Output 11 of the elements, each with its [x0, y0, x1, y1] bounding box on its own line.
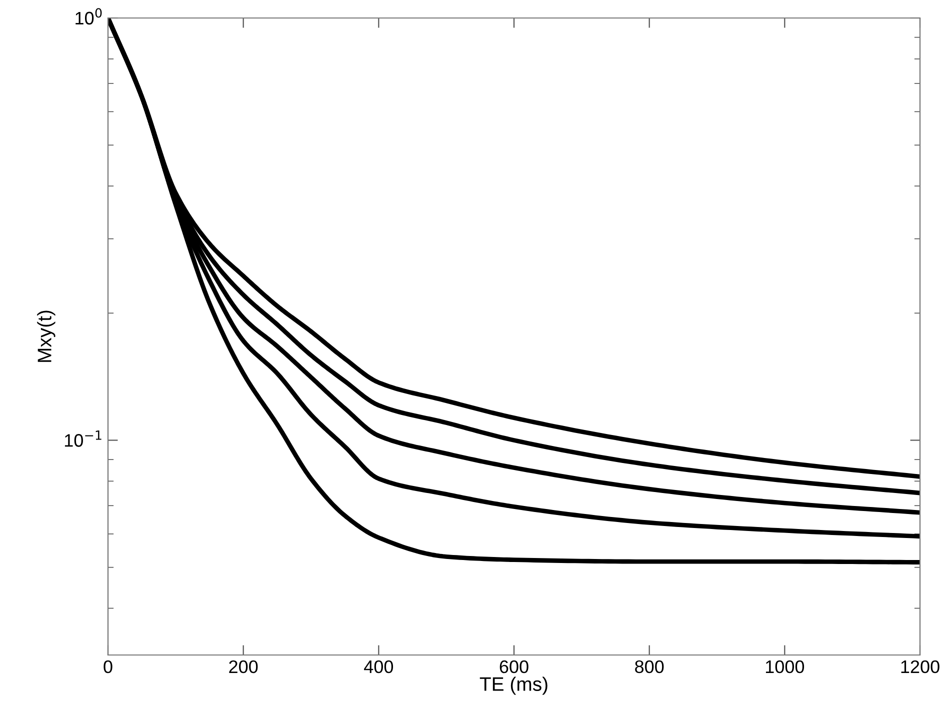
x-tick-label: 200	[229, 660, 258, 674]
y-tick-label: 10$^{0}$	[76, 8, 102, 25]
x-tick-label: 0	[104, 660, 112, 674]
x-tick-label: 600	[500, 660, 528, 674]
x-tick-label: 1200	[901, 660, 940, 674]
x-axis-title: TE (ms)	[480, 676, 548, 695]
y-axis-title: Mxy(t)	[37, 310, 56, 362]
y-tick-label: 10$^{−1}$	[64, 430, 102, 447]
x-tick-label: 400	[364, 660, 394, 674]
x-tick-label: 800	[635, 660, 664, 674]
x-tick-label: 1000	[766, 660, 804, 674]
